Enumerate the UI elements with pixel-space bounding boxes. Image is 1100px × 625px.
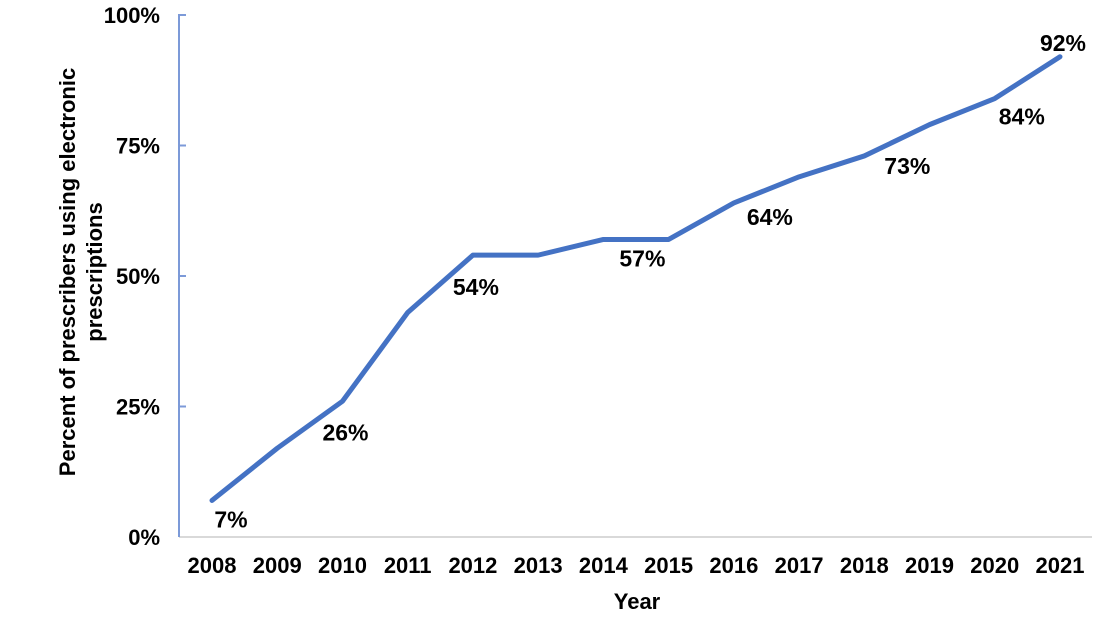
data-label: 64%: [747, 204, 793, 230]
x-tick-label: 2014: [579, 553, 629, 578]
data-line: [209, 54, 1063, 503]
data-label: 7%: [214, 506, 247, 532]
y-tick-label: 0%: [128, 525, 160, 550]
y-tick-label: 75%: [116, 134, 160, 159]
y-axis-title: Percent of prescribers using electronic …: [54, 12, 108, 532]
y-tick-label: 100%: [104, 3, 160, 28]
y-axis-title-line-2: prescriptions: [82, 202, 107, 342]
x-tick-label: 2021: [1036, 553, 1085, 578]
x-tick-label: 2019: [905, 553, 954, 578]
data-label: 26%: [322, 419, 368, 445]
data-label: 54%: [453, 274, 499, 300]
data-label: 73%: [884, 153, 930, 179]
x-tick-label: 2018: [840, 553, 889, 578]
x-tick-label: 2012: [448, 553, 497, 578]
x-tick-label: 2016: [709, 553, 758, 578]
x-tick-label: 2010: [318, 553, 367, 578]
x-tick-label: 2013: [514, 553, 563, 578]
data-label: 92%: [1040, 30, 1086, 56]
data-label: 57%: [619, 245, 665, 271]
x-tick-label: 2008: [188, 553, 237, 578]
x-tick-label: 2015: [644, 553, 693, 578]
data-label: 84%: [999, 104, 1045, 130]
x-tick-label: 2011: [384, 553, 432, 578]
x-tick-label: 2009: [253, 553, 302, 578]
y-tick-label: 25%: [116, 395, 160, 420]
x-tick-label: 2020: [970, 553, 1019, 578]
x-axis-title: Year: [613, 589, 661, 614]
y-tick-label: 50%: [116, 264, 160, 289]
y-axis-title-line-1: Percent of prescribers using electronic: [55, 67, 80, 477]
x-tick-label: 2017: [775, 553, 824, 578]
